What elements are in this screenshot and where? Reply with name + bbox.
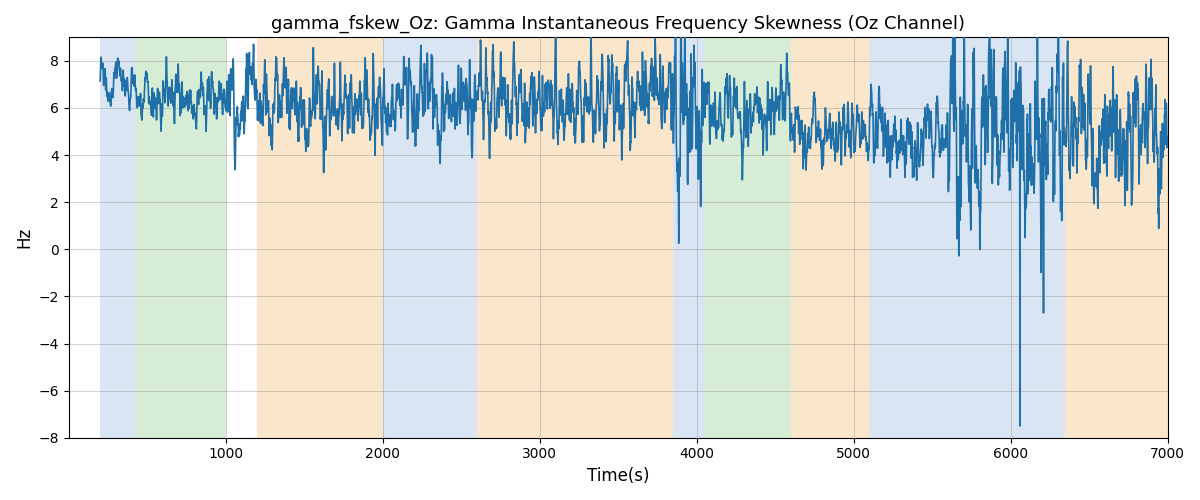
Bar	[476, 38, 673, 438]
Y-axis label: Hz: Hz	[16, 227, 34, 248]
Bar	[869, 38, 1066, 438]
X-axis label: Time(s): Time(s)	[587, 467, 649, 485]
Bar	[1066, 38, 1199, 438]
Bar	[791, 38, 869, 438]
Bar	[137, 38, 226, 438]
Bar	[673, 38, 704, 438]
Bar	[100, 38, 137, 438]
Bar	[383, 38, 476, 438]
Title: gamma_fskew_Oz: Gamma Instantaneous Frequency Skewness (Oz Channel): gamma_fskew_Oz: Gamma Instantaneous Freq…	[271, 15, 965, 34]
Bar	[257, 38, 383, 438]
Bar	[704, 38, 791, 438]
